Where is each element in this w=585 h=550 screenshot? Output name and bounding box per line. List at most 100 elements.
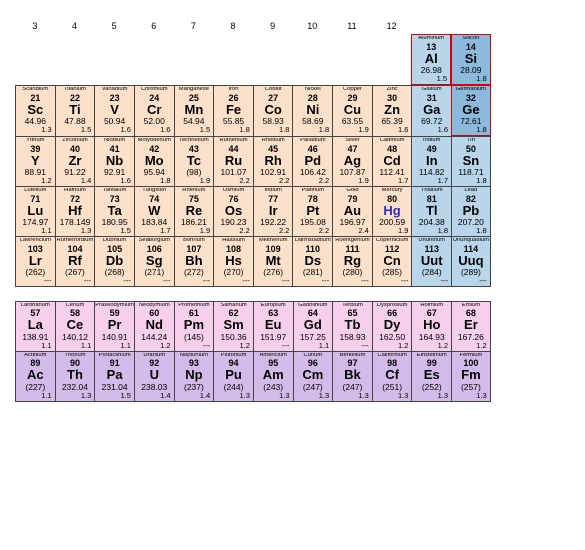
element-name: Rhenium bbox=[175, 188, 214, 194]
element-cell-pd: Palladium46Pd106.422.2 bbox=[292, 136, 332, 186]
element-cell-pa: Protactinium91Pa231.041.5 bbox=[94, 351, 134, 402]
element-en: 1.9 bbox=[175, 177, 214, 185]
element-cell-ni: Nickel28Ni58.691.8 bbox=[292, 85, 332, 136]
element-symbol: Ta bbox=[95, 204, 134, 218]
element-symbol: Si bbox=[452, 52, 490, 66]
col-header: 6 bbox=[134, 20, 174, 32]
element-name: Platinum bbox=[293, 188, 332, 194]
element-cell-tl: Thallium81Tl204.381.8 bbox=[411, 186, 451, 236]
element-symbol: Lr bbox=[16, 254, 55, 268]
element-symbol: Tb bbox=[333, 318, 372, 332]
element-symbol: Er bbox=[452, 318, 490, 332]
element-name: Germanium bbox=[452, 87, 490, 93]
element-cell-cu: Copper29Cu63.551.9 bbox=[332, 85, 372, 136]
element-cell-pt: Platinum78Pt195.082.2 bbox=[292, 186, 332, 236]
element-symbol: Pu bbox=[214, 368, 253, 382]
element-en: 1.3 bbox=[214, 392, 253, 400]
element-en: 1.3 bbox=[333, 392, 372, 400]
element-symbol: Mt bbox=[254, 254, 293, 268]
element-symbol: Ir bbox=[254, 204, 293, 218]
element-cell-os: Osmium76Os190.232.2 bbox=[213, 186, 253, 236]
element-symbol: Ac bbox=[16, 368, 55, 382]
col-header: 5 bbox=[94, 20, 134, 32]
element-en: --- bbox=[254, 277, 293, 285]
element-en: 1.4 bbox=[175, 392, 214, 400]
col-header: 11 bbox=[332, 20, 372, 32]
element-cell-mn: Manganese25Mn54.941.5 bbox=[174, 85, 214, 136]
element-en: 1.1 bbox=[16, 227, 55, 235]
element-symbol: Ru bbox=[214, 154, 253, 168]
element-en: --- bbox=[293, 277, 332, 285]
element-en: 1.3 bbox=[16, 126, 55, 134]
element-symbol: Hg bbox=[373, 204, 412, 218]
element-cell-bk: Berkelium97Bk(247)1.3 bbox=[332, 351, 372, 402]
element-name: Seaborgium bbox=[135, 238, 174, 244]
element-cell-ir: Iridium77Ir192.222.2 bbox=[253, 186, 293, 236]
element-cell-y: Yttrium39Y88.911.2 bbox=[15, 136, 55, 186]
element-symbol: Es bbox=[412, 368, 451, 382]
element-name: Gold bbox=[333, 188, 372, 194]
col-header: 7 bbox=[174, 20, 214, 32]
element-en: 1.6 bbox=[95, 126, 134, 134]
element-cell-pm: Promethium61Pm(145)--- bbox=[174, 301, 214, 351]
element-en: 1.6 bbox=[95, 177, 134, 185]
element-symbol: Sg bbox=[135, 254, 174, 268]
col-header bbox=[491, 20, 531, 32]
element-en: 1.2 bbox=[373, 342, 412, 350]
element-cell-ag: Silver47Ag107.871.9 bbox=[332, 136, 372, 186]
element-en: --- bbox=[214, 277, 253, 285]
element-symbol: Ds bbox=[293, 254, 332, 268]
element-name: Yttrium bbox=[16, 138, 55, 144]
element-symbol: W bbox=[135, 204, 174, 218]
element-name: Cobalt bbox=[254, 87, 293, 93]
element-symbol: Th bbox=[56, 368, 95, 382]
element-cell-ti: Titanium22Ti47.881.5 bbox=[55, 85, 95, 136]
element-symbol: V bbox=[95, 103, 134, 117]
element-cell-rh: Rhodium45Rh102.912.2 bbox=[253, 136, 293, 186]
element-symbol: Eu bbox=[254, 318, 293, 332]
element-en: --- bbox=[333, 342, 372, 350]
element-cell-eu: Europium63Eu151.97--- bbox=[253, 301, 293, 351]
element-symbol: Tl bbox=[412, 204, 451, 218]
element-symbol: Sm bbox=[214, 318, 253, 332]
element-name: Gallium bbox=[412, 87, 451, 93]
element-en: --- bbox=[452, 277, 490, 285]
element-name: Zirconium bbox=[56, 138, 95, 144]
element-symbol: Pb bbox=[452, 204, 490, 218]
element-name: Osmium bbox=[214, 188, 253, 194]
element-symbol: Bk bbox=[333, 368, 372, 382]
element-name: Technetium bbox=[175, 138, 214, 144]
element-cell-rg: Roentgenium111Rg(280)--- bbox=[332, 236, 372, 287]
element-cell-ho: Holmium67Ho164.931.2 bbox=[411, 301, 451, 351]
element-name: Lead bbox=[452, 188, 490, 194]
element-symbol: Pr bbox=[95, 318, 134, 332]
element-en: --- bbox=[16, 277, 55, 285]
element-symbol: Re bbox=[175, 204, 214, 218]
main-grid: Aluminum13Al26.981.5Silicon14Si28.091.8S… bbox=[15, 34, 570, 287]
element-name: Lawrencium bbox=[16, 238, 55, 244]
element-name: Niobium bbox=[95, 138, 134, 144]
element-cell-w: Tungsten74W183.841.7 bbox=[134, 186, 174, 236]
element-symbol: Rf bbox=[56, 254, 95, 268]
element-en: 1.3 bbox=[254, 392, 293, 400]
element-cell-u: Uranium92U238.031.4 bbox=[134, 351, 174, 402]
element-symbol: Cm bbox=[294, 368, 333, 382]
element-symbol: In bbox=[412, 154, 451, 168]
element-symbol: Cf bbox=[373, 368, 412, 382]
element-name: Hafnium bbox=[56, 188, 95, 194]
element-symbol: Ni bbox=[293, 103, 332, 117]
element-cell-au: Gold79Au196.972.4 bbox=[332, 186, 372, 236]
element-symbol: Ge bbox=[452, 103, 490, 117]
element-symbol: La bbox=[16, 318, 55, 332]
element-symbol: Tc bbox=[175, 154, 214, 168]
element-cell-la: Lanthanum57La138.911.1 bbox=[15, 301, 55, 351]
element-symbol: Bh bbox=[175, 254, 214, 268]
element-en: 1.8 bbox=[135, 177, 174, 185]
element-name: Thallium bbox=[412, 188, 451, 194]
element-en: --- bbox=[135, 277, 174, 285]
element-name: Roentgenium bbox=[333, 238, 372, 244]
element-cell-rf: Rutherfordium104Rf(267)--- bbox=[55, 236, 95, 287]
element-en: 1.8 bbox=[452, 177, 490, 185]
element-name: Tantalum bbox=[95, 188, 134, 194]
element-symbol: Pm bbox=[175, 318, 214, 332]
